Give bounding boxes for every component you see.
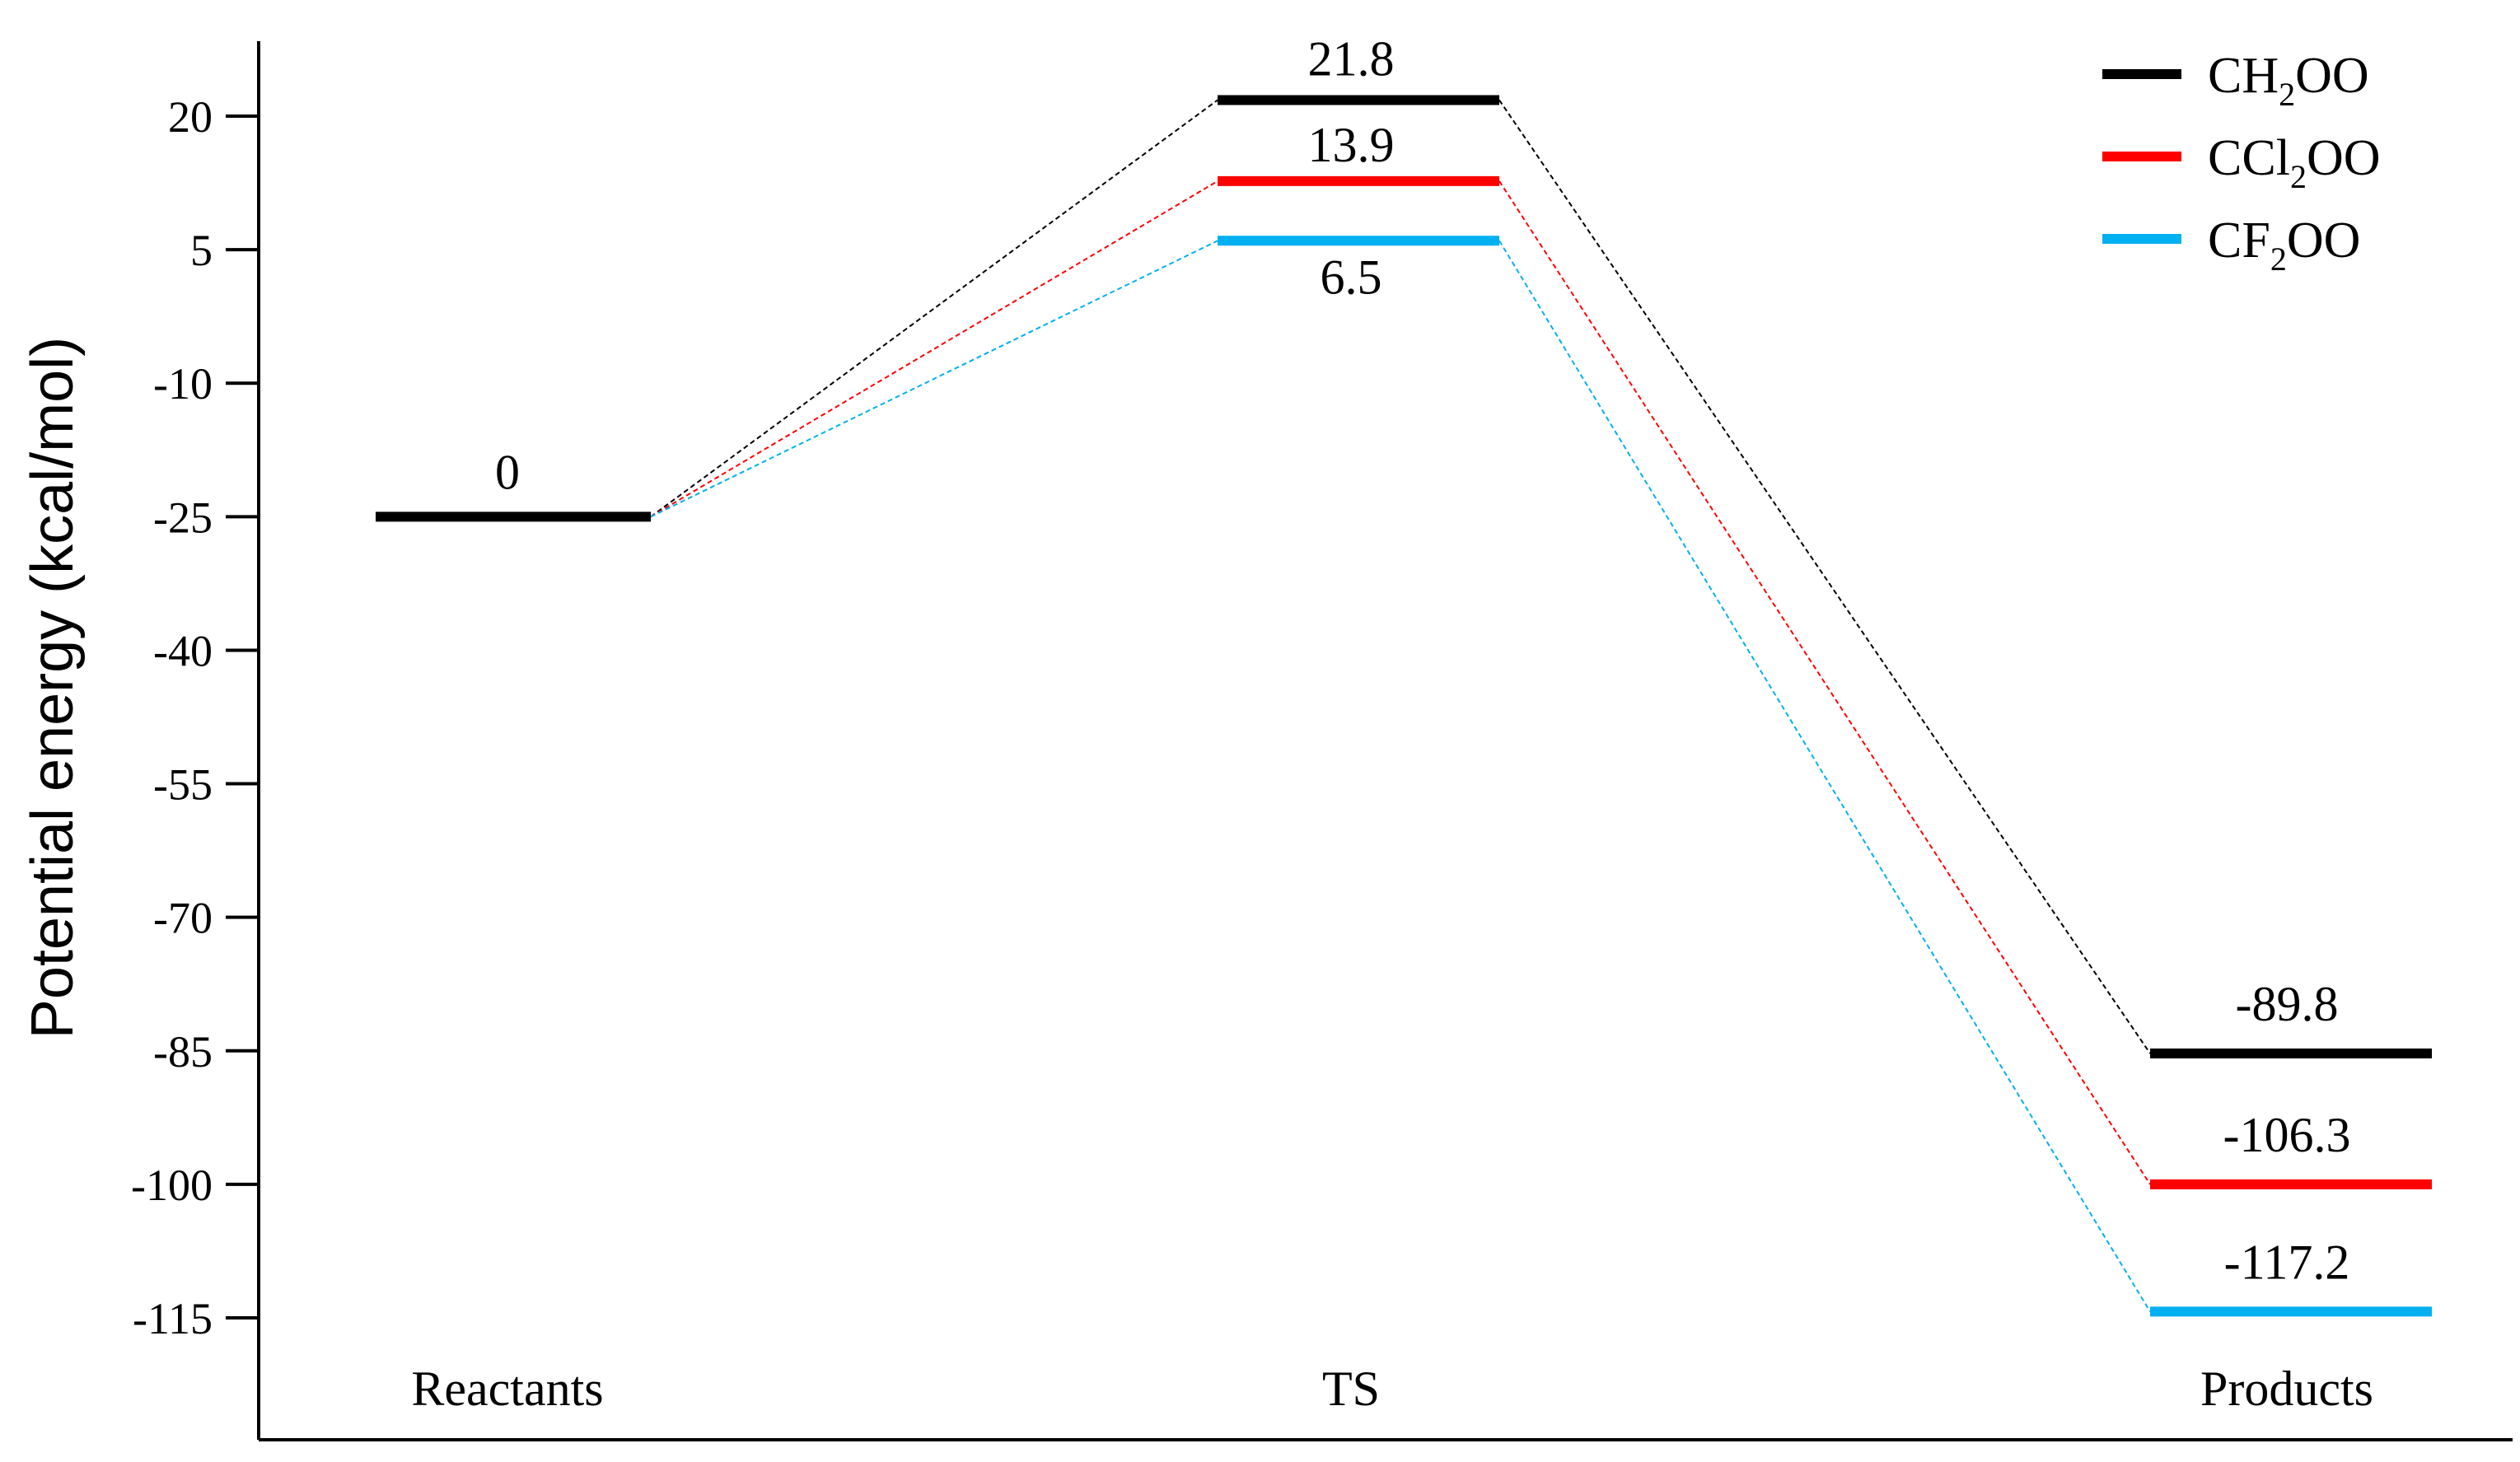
value-label: -89.8 [2236, 977, 2339, 1031]
legend-entry: CCl2OO [2208, 130, 2381, 195]
y-tick-label: -115 [133, 1294, 213, 1343]
y-tick-label: -85 [153, 1027, 213, 1077]
axes [257, 41, 2513, 1441]
legend-entry: CF2OO [2208, 213, 2360, 278]
category-label: Reactants [411, 1362, 603, 1416]
category-label: Products [2200, 1362, 2373, 1416]
connector-line [1498, 180, 2151, 1185]
energy-levels [376, 95, 2432, 1317]
value-label: 13.9 [1308, 118, 1395, 172]
connector-line [1498, 240, 2151, 1312]
connector-line [650, 240, 1218, 518]
value-label: -106.3 [2223, 1108, 2351, 1162]
y-tick-label: -25 [153, 493, 213, 542]
connector-line [650, 180, 1218, 518]
value-label: -117.2 [2224, 1235, 2350, 1289]
y-ticks: 20 5 -10 -25 -40 -55 -70 -85 -100 -115 [131, 92, 259, 1343]
y-axis-label: Potential energy (kcal/mol) [20, 337, 86, 1039]
connector-line [650, 99, 1218, 518]
legend: CH2OO CCl2OO CF2OO [2102, 48, 2381, 278]
y-tick-label: -55 [153, 760, 213, 810]
y-tick-label: -40 [153, 626, 213, 675]
y-tick-label: -10 [153, 359, 213, 409]
y-tick-label: -70 [153, 894, 213, 943]
y-tick-label: -100 [131, 1161, 213, 1210]
value-label: 6.5 [1321, 250, 1382, 304]
category-label: TS [1322, 1362, 1380, 1416]
value-label: 21.8 [1308, 32, 1395, 86]
legend-entry: CH2OO [2208, 48, 2369, 113]
category-labels: Reactants TS Products [411, 1362, 2373, 1416]
y-tick-label: 5 [190, 226, 213, 275]
connectors [650, 99, 2151, 1312]
value-label: 0 [495, 445, 520, 499]
value-labels: 0 21.8 -89.8 13.9 -106.3 6.5 -117.2 [495, 32, 2350, 1290]
connector-line [1498, 99, 2151, 1054]
y-tick-label: 20 [168, 92, 213, 142]
